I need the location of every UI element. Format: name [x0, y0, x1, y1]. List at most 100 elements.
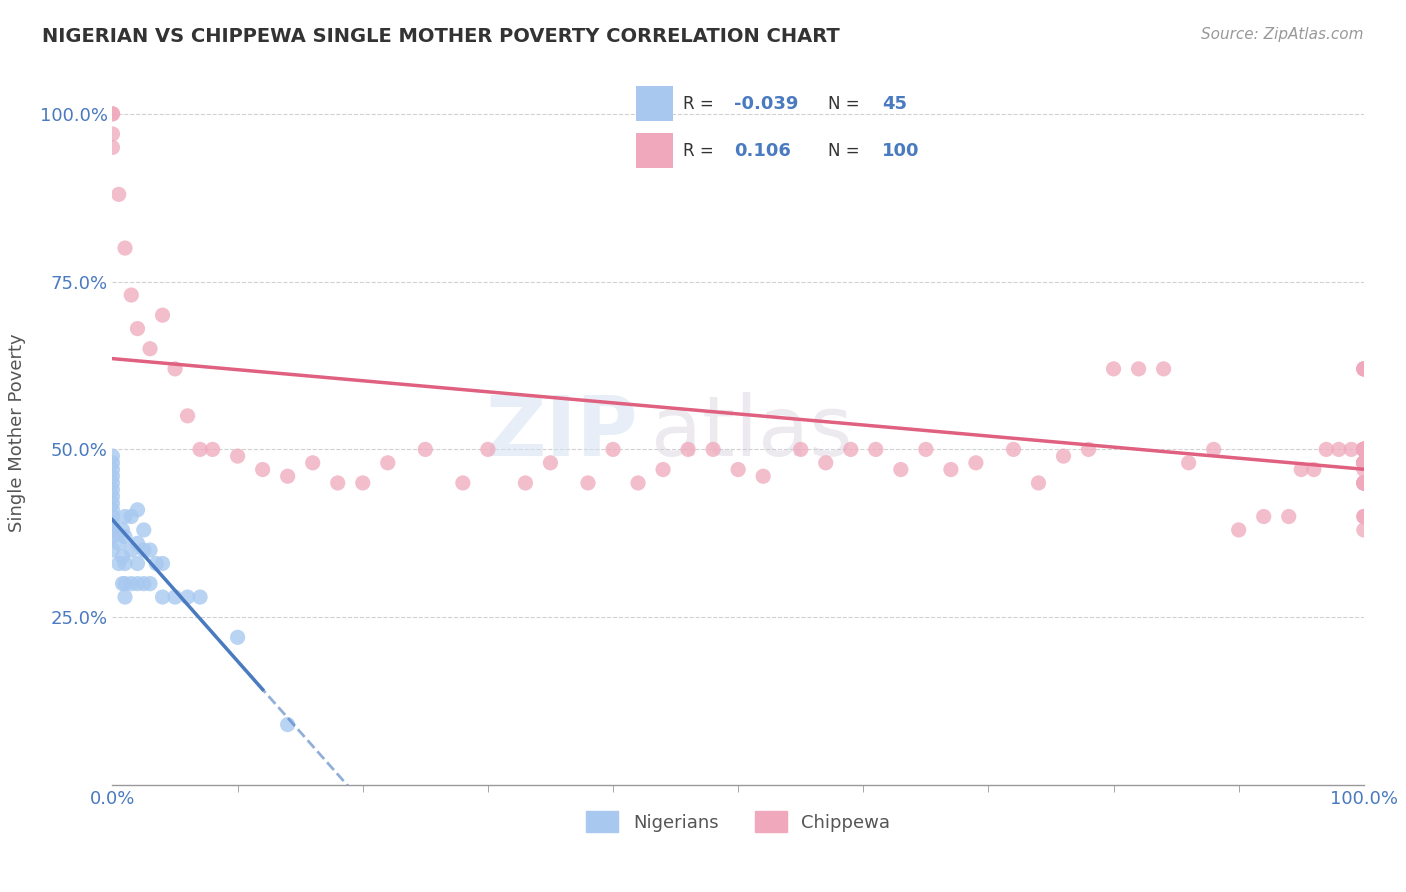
Point — [120, 543, 142, 558]
Point — [139, 342, 162, 356]
Point — [915, 442, 938, 457]
Point — [107, 557, 129, 571]
Point — [101, 543, 124, 558]
Point — [101, 107, 124, 121]
Point — [1153, 362, 1175, 376]
Point — [101, 523, 124, 537]
Point — [152, 557, 174, 571]
Point — [576, 475, 599, 490]
Text: ZIP: ZIP — [485, 392, 638, 473]
Point — [1353, 456, 1375, 470]
Point — [1227, 523, 1250, 537]
Point — [1291, 462, 1313, 476]
Text: N =: N = — [828, 95, 865, 112]
Point — [1353, 462, 1375, 476]
Point — [107, 187, 129, 202]
Point — [111, 549, 134, 564]
Point — [132, 543, 155, 558]
Point — [1002, 442, 1025, 457]
Point — [839, 442, 862, 457]
Point — [939, 462, 962, 476]
Point — [101, 496, 124, 510]
Point — [1353, 456, 1375, 470]
Point — [413, 442, 436, 457]
Point — [1278, 509, 1301, 524]
Point — [1353, 362, 1375, 376]
Point — [188, 590, 211, 604]
Point — [114, 576, 136, 591]
Point — [326, 475, 349, 490]
Point — [277, 717, 299, 731]
Point — [1353, 442, 1375, 457]
Point — [1353, 442, 1375, 457]
Point — [1353, 442, 1375, 457]
Point — [890, 462, 912, 476]
Point — [163, 590, 186, 604]
Point — [865, 442, 887, 457]
Point — [1353, 362, 1375, 376]
Point — [176, 590, 198, 604]
Point — [139, 576, 162, 591]
Point — [1028, 475, 1050, 490]
Point — [111, 576, 134, 591]
Point — [1353, 456, 1375, 470]
Point — [702, 442, 724, 457]
Point — [451, 475, 474, 490]
Point — [1353, 362, 1375, 376]
Point — [1353, 442, 1375, 457]
Point — [101, 107, 124, 121]
Point — [1128, 362, 1150, 376]
Point — [252, 462, 274, 476]
Point — [1353, 442, 1375, 457]
Point — [1353, 456, 1375, 470]
FancyBboxPatch shape — [636, 87, 673, 121]
Point — [176, 409, 198, 423]
Point — [1353, 509, 1375, 524]
FancyBboxPatch shape — [636, 133, 673, 168]
Point — [515, 475, 537, 490]
Point — [1177, 456, 1199, 470]
Point — [152, 308, 174, 322]
Point — [1353, 456, 1375, 470]
Point — [107, 536, 129, 550]
Point — [814, 456, 837, 470]
Point — [127, 321, 149, 335]
Point — [1353, 362, 1375, 376]
Text: Source: ZipAtlas.com: Source: ZipAtlas.com — [1201, 27, 1364, 42]
Text: NIGERIAN VS CHIPPEWA SINGLE MOTHER POVERTY CORRELATION CHART: NIGERIAN VS CHIPPEWA SINGLE MOTHER POVER… — [42, 27, 839, 45]
Point — [120, 288, 142, 302]
Point — [101, 456, 124, 470]
Point — [132, 523, 155, 537]
Point — [132, 576, 155, 591]
Point — [752, 469, 775, 483]
Point — [1353, 442, 1375, 457]
Point — [1353, 442, 1375, 457]
Point — [114, 557, 136, 571]
Point — [114, 241, 136, 255]
Text: 45: 45 — [882, 95, 907, 112]
Point — [1353, 442, 1375, 457]
Text: 0.106: 0.106 — [734, 142, 790, 160]
Point — [114, 590, 136, 604]
Point — [1340, 442, 1362, 457]
Point — [127, 536, 149, 550]
Point — [352, 475, 374, 490]
Point — [1353, 475, 1375, 490]
Point — [538, 456, 561, 470]
Point — [101, 530, 124, 544]
Point — [277, 469, 299, 483]
Point — [1353, 456, 1375, 470]
Point — [1353, 475, 1375, 490]
Point — [676, 442, 699, 457]
Point — [1052, 449, 1074, 463]
Text: N =: N = — [828, 142, 865, 160]
Point — [101, 462, 124, 476]
Point — [1353, 456, 1375, 470]
Point — [1353, 456, 1375, 470]
Point — [152, 590, 174, 604]
Point — [1353, 442, 1375, 457]
Text: -0.039: -0.039 — [734, 95, 799, 112]
Point — [101, 523, 124, 537]
Point — [201, 442, 224, 457]
Point — [1253, 509, 1275, 524]
